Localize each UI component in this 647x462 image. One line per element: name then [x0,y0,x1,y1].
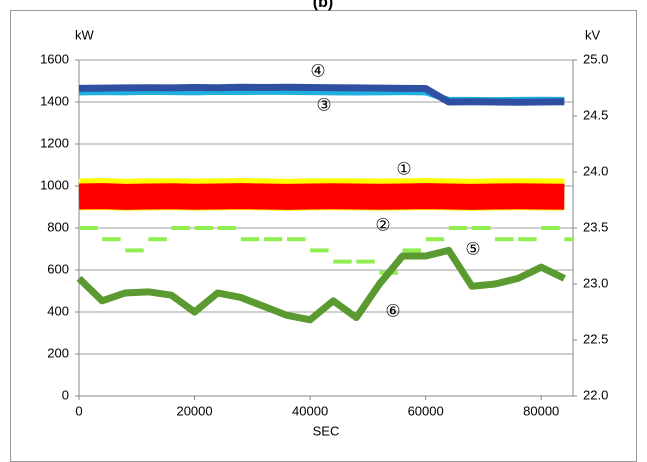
y-tick-label: 1000 [40,177,69,192]
y-tick-label: 0 [62,387,69,402]
x-tick-label: 20000 [176,403,212,418]
y2-tick-label: 24.0 [583,163,608,178]
x-tick-label: 0 [75,403,82,418]
x-tick-label: 40000 [292,403,328,418]
data-dash [287,237,306,242]
y-tick-label: 400 [47,303,69,318]
data-dash [471,226,491,230]
y2-tick-label: 25.0 [583,51,608,66]
data-dash [448,226,468,230]
data-dash [125,248,144,253]
data-dash [356,259,375,264]
data-dash [541,226,560,230]
data-dash [518,237,537,242]
data-dash [425,237,445,242]
y-axis-label: kW [75,27,95,42]
data-dash [148,237,167,242]
y2-tick-label: 22.0 [583,387,608,402]
y-tick-label: 800 [47,219,69,234]
data-dash [402,248,422,253]
y-tick-label: 600 [47,261,69,276]
data-line [78,83,565,106]
chart-title: (b) [313,0,333,11]
data-dash [79,226,98,230]
y-tick-label: 1600 [40,51,69,66]
annotation: ④ [310,61,325,80]
y2-tick-label: 23.5 [583,219,608,234]
data-dash [333,259,352,264]
annotation: ⑥ [385,301,400,320]
data-line [78,183,565,210]
annotation: ③ [316,95,331,114]
data-dash [564,237,573,242]
annotation: ① [396,159,411,178]
data-dash [194,226,214,230]
y-tick-label: 200 [47,345,69,360]
y2-tick-label: 22.5 [583,331,608,346]
y2-tick-label: 23.0 [583,275,608,290]
annotation: ② [375,215,390,234]
x-tick-label: 60000 [408,403,444,418]
data-dash [310,248,329,253]
data-dash [171,226,190,230]
y2-tick-label: 24.5 [583,107,608,122]
data-dash [102,237,121,242]
y2-axis-label: kV [585,27,601,42]
data-dash [263,237,283,242]
data-line [76,246,566,324]
x-tick-label: 80000 [523,403,559,418]
data-dash [240,237,260,242]
y-tick-label: 1200 [40,135,69,150]
x-axis-label: SEC [313,423,340,438]
annotation: ⑤ [465,239,480,258]
y-tick-label: 1400 [40,93,69,108]
data-dash [217,226,237,230]
data-dash [495,237,514,242]
